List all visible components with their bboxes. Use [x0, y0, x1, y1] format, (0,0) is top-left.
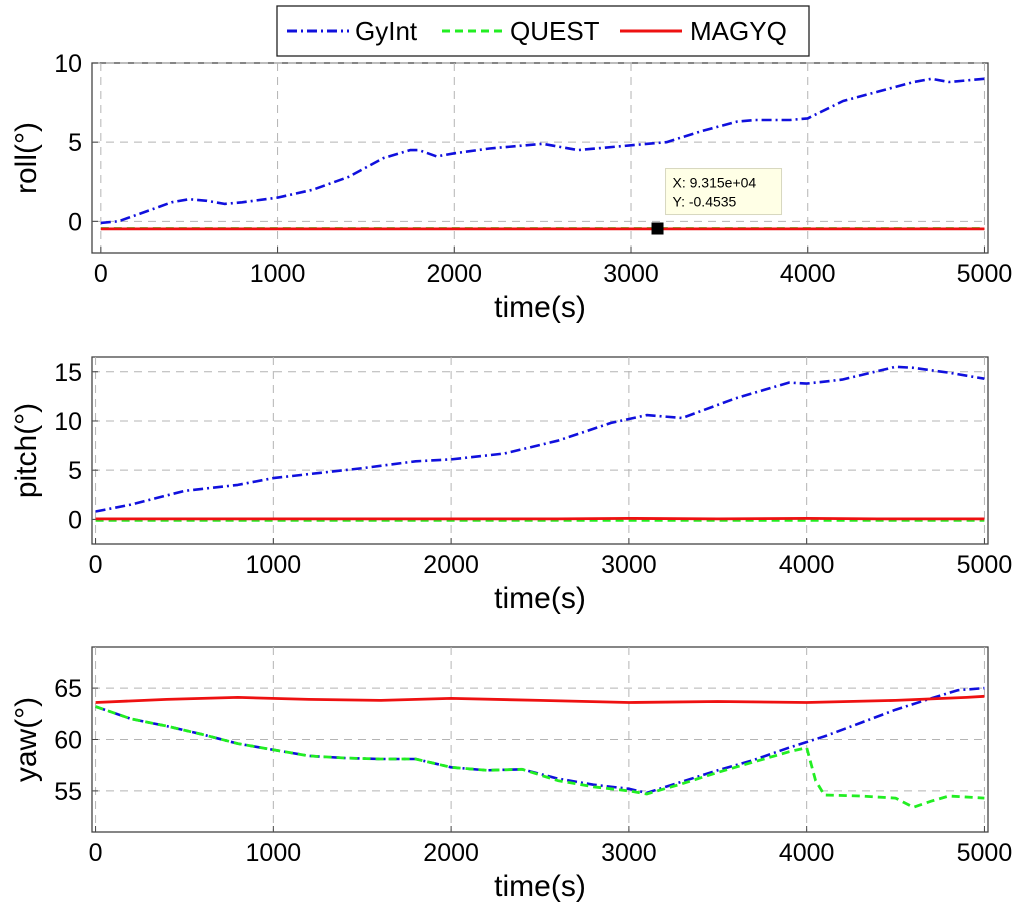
pitch-x-tick-label: 0 — [89, 551, 103, 579]
roll-datatip-x: X: 9.315e+04 — [673, 175, 757, 191]
legend-label-gyint: GyInt — [355, 16, 418, 46]
legend-label-quest: QUEST — [510, 16, 600, 46]
pitch-x-tick-label: 2000 — [423, 551, 479, 579]
roll-datatip-box — [665, 168, 783, 216]
yaw-panel: 0 1000 2000 3000 4000 5000 55 60 65 time(s) yaw(°) — [10, 646, 1013, 903]
roll-series-gyint — [100, 77, 985, 225]
roll-x-tick-label: 0 — [94, 260, 108, 288]
yaw-x-tick-label: 2000 — [423, 839, 479, 867]
yaw-x-axis-label: time(s) — [494, 870, 586, 903]
yaw-x-tick-label: 3000 — [601, 839, 657, 867]
pitch-x-axis-label: time(s) — [494, 582, 586, 615]
yaw-x-tick-label: 4000 — [779, 839, 835, 867]
roll-plot-area — [91, 62, 989, 254]
yaw-y-tick-label: 55 — [54, 778, 82, 806]
roll-x-tick-label: 1000 — [250, 260, 306, 288]
roll-x-tick-label: 5000 — [957, 260, 1013, 288]
roll-y-axis-label: roll(°) — [10, 122, 43, 194]
pitch-plot-area — [91, 356, 989, 545]
pitch-x-tick-label: 5000 — [957, 551, 1013, 579]
pitch-y-tick-label: 5 — [68, 457, 82, 485]
yaw-series-quest — [95, 705, 985, 809]
roll-y-tick-label: 5 — [68, 129, 82, 157]
legend-box — [276, 5, 810, 57]
yaw-y-tick-label: 65 — [54, 675, 82, 703]
pitch-x-tick-label: 3000 — [601, 551, 657, 579]
roll-x-axis-label: time(s) — [494, 291, 586, 324]
roll-datatip-y: Y: -0.4535 — [673, 194, 737, 210]
roll-y-tick-label: 0 — [68, 208, 82, 236]
roll-panel: 0 1000 2000 3000 4000 5000 0 5 10 time(s) roll(°) X… — [10, 50, 1012, 324]
pitch-x-tick-label: 4000 — [779, 551, 835, 579]
pitch-panel: 0 1000 2000 3000 4000 5000 0 5 10 15 time(s) pitch(… — [10, 356, 1013, 615]
roll-x-tick-label: 4000 — [780, 260, 836, 288]
yaw-series-magyq — [95, 694, 985, 704]
pitch-y-tick-label: 10 — [54, 408, 82, 436]
roll-x-tick-label: 2000 — [426, 260, 482, 288]
roll-x-tick-label: 3000 — [603, 260, 659, 288]
yaw-x-tick-label: 1000 — [246, 839, 302, 867]
pitch-series-gyint — [95, 365, 985, 513]
pitch-x-tick-label: 1000 — [246, 551, 302, 579]
pitch-y-tick-label: 15 — [54, 359, 82, 387]
pitch-y-axis-label: pitch(°) — [10, 403, 43, 498]
roll-datatip-marker[interactable] — [651, 222, 664, 235]
yaw-y-tick-label: 60 — [54, 727, 82, 755]
yaw-x-tick-label: 0 — [89, 839, 103, 867]
yaw-y-axis-label: yaw(°) — [10, 697, 43, 782]
legend: GyInt QUEST MAGYQ — [276, 5, 810, 57]
yaw-x-tick-label: 5000 — [957, 839, 1013, 867]
legend-label-magyq: MAGYQ — [690, 16, 787, 46]
pitch-y-tick-label: 0 — [68, 506, 82, 534]
pitch-series-magyq — [95, 517, 985, 521]
roll-y-tick-label: 10 — [54, 50, 82, 78]
